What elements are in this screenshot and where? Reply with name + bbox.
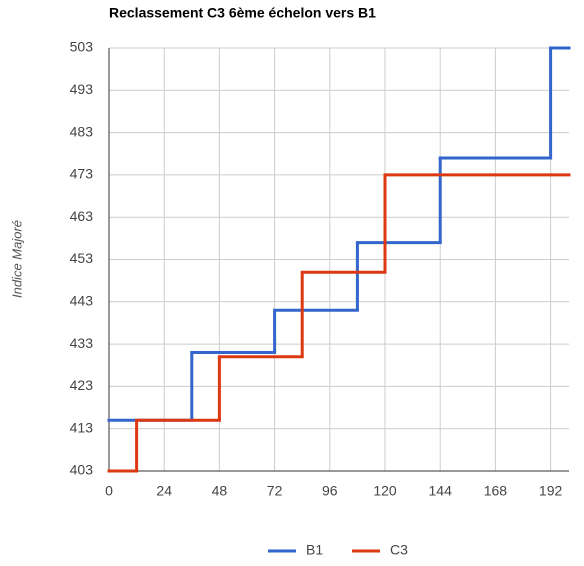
x-tick-label: 24 [156, 483, 172, 499]
y-tick-label: 473 [70, 166, 94, 182]
legend-label: C3 [390, 542, 408, 558]
y-tick-label: 413 [70, 419, 94, 435]
y-tick-label: 423 [70, 377, 94, 393]
y-axis-title: Indice Majoré [9, 220, 24, 298]
x-tick-label: 96 [322, 483, 338, 499]
y-tick-label: 403 [70, 462, 94, 478]
x-tick-label: 144 [429, 483, 453, 499]
y-tick-label: 433 [70, 335, 94, 351]
y-tick-label: 503 [70, 39, 94, 55]
y-tick-label: 443 [70, 293, 94, 309]
chart-title: Reclassement C3 6ème échelon vers B1 [109, 5, 376, 21]
x-tick-label: 192 [539, 483, 563, 499]
x-tick-label: 48 [212, 483, 228, 499]
y-tick-label: 493 [70, 81, 94, 97]
y-tick-label: 483 [70, 123, 94, 139]
x-tick-label: 72 [267, 483, 283, 499]
y-tick-label: 463 [70, 208, 94, 224]
y-tick-label: 453 [70, 250, 94, 266]
x-tick-label: 120 [373, 483, 397, 499]
x-tick-label: 0 [105, 483, 113, 499]
x-tick-label: 168 [484, 483, 508, 499]
legend-label: B1 [306, 542, 323, 558]
